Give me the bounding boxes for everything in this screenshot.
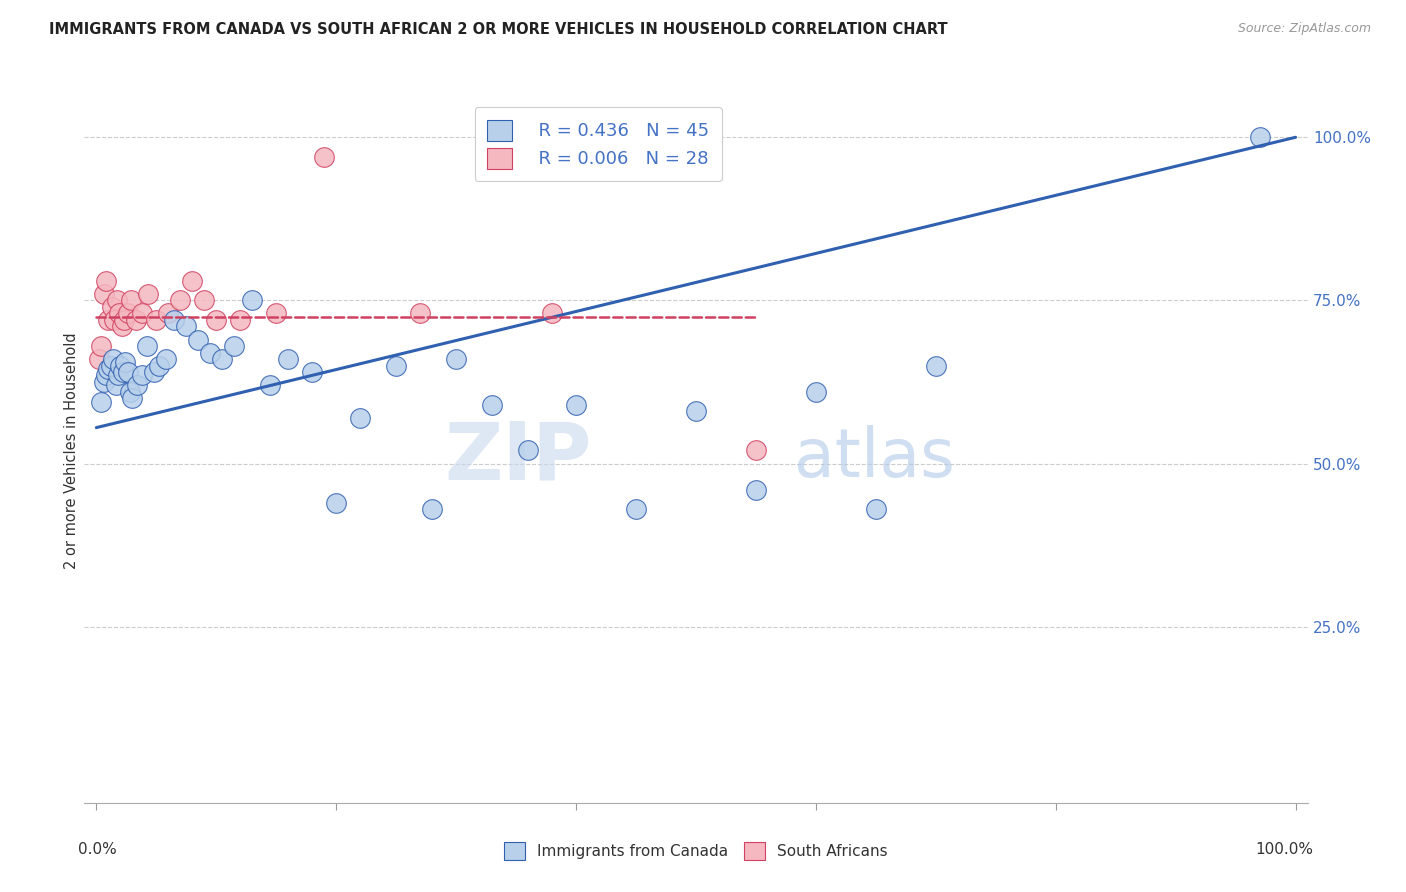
Point [94, 274, 117, 288]
Point [163, 313, 186, 327]
Text: 0.0%: 0.0% [79, 841, 117, 856]
Point [314, 150, 336, 164]
Point [111, 365, 134, 379]
Point [224, 339, 246, 353]
Point [94, 368, 117, 383]
Point [93, 375, 115, 389]
Text: ZIP: ZIP [444, 418, 592, 497]
Point [105, 293, 128, 308]
Point [114, 355, 136, 369]
Point [112, 313, 135, 327]
Legend: Immigrants from Canada, South Africans: Immigrants from Canada, South Africans [498, 836, 894, 865]
Point [277, 352, 299, 367]
Point [187, 333, 209, 347]
Point [200, 345, 222, 359]
Point [1249, 130, 1271, 145]
Point [145, 313, 167, 327]
Point [925, 359, 948, 373]
Point [118, 384, 141, 399]
Point [97, 313, 120, 327]
Point [131, 368, 153, 383]
Point [101, 300, 124, 314]
Point [101, 352, 124, 367]
Point [420, 502, 443, 516]
Point [211, 352, 233, 367]
Point [93, 286, 115, 301]
Point [90, 394, 112, 409]
Point [174, 319, 197, 334]
Point [121, 391, 143, 405]
Point [125, 313, 148, 327]
Point [131, 306, 153, 320]
Point [481, 398, 503, 412]
Point [155, 352, 177, 367]
Point [205, 313, 228, 327]
Point [541, 306, 564, 320]
Point [87, 352, 110, 367]
Point [517, 443, 540, 458]
Point [120, 293, 142, 308]
Point [565, 398, 588, 412]
Point [325, 496, 347, 510]
Point [90, 339, 112, 353]
Point [104, 378, 127, 392]
Point [409, 306, 432, 320]
Point [169, 293, 191, 308]
Point [745, 443, 768, 458]
Point [110, 319, 132, 334]
Point [97, 362, 120, 376]
Point [108, 306, 131, 320]
Point [264, 306, 287, 320]
Text: Source: ZipAtlas.com: Source: ZipAtlas.com [1237, 22, 1371, 36]
Point [229, 313, 252, 327]
Point [181, 274, 204, 288]
Text: atlas: atlas [794, 425, 955, 491]
Point [110, 359, 132, 373]
Point [259, 378, 281, 392]
Point [107, 368, 129, 383]
Point [142, 365, 165, 379]
Point [148, 359, 170, 373]
Point [865, 502, 887, 516]
Point [685, 404, 707, 418]
Point [804, 384, 827, 399]
Point [745, 483, 768, 497]
Point [127, 378, 149, 392]
Text: 100.0%: 100.0% [1256, 841, 1313, 856]
Point [157, 306, 180, 320]
Point [624, 502, 647, 516]
Point [193, 293, 215, 308]
Text: IMMIGRANTS FROM CANADA VS SOUTH AFRICAN 2 OR MORE VEHICLES IN HOUSEHOLD CORRELAT: IMMIGRANTS FROM CANADA VS SOUTH AFRICAN … [49, 22, 948, 37]
Point [117, 306, 139, 320]
Point [444, 352, 467, 367]
Point [385, 359, 408, 373]
Point [100, 359, 122, 373]
Point [103, 313, 125, 327]
Y-axis label: 2 or more Vehicles in Household: 2 or more Vehicles in Household [63, 332, 79, 569]
Point [136, 286, 159, 301]
Point [301, 365, 323, 379]
Point [349, 410, 371, 425]
Point [135, 339, 157, 353]
Point [117, 365, 139, 379]
Point [240, 293, 263, 308]
